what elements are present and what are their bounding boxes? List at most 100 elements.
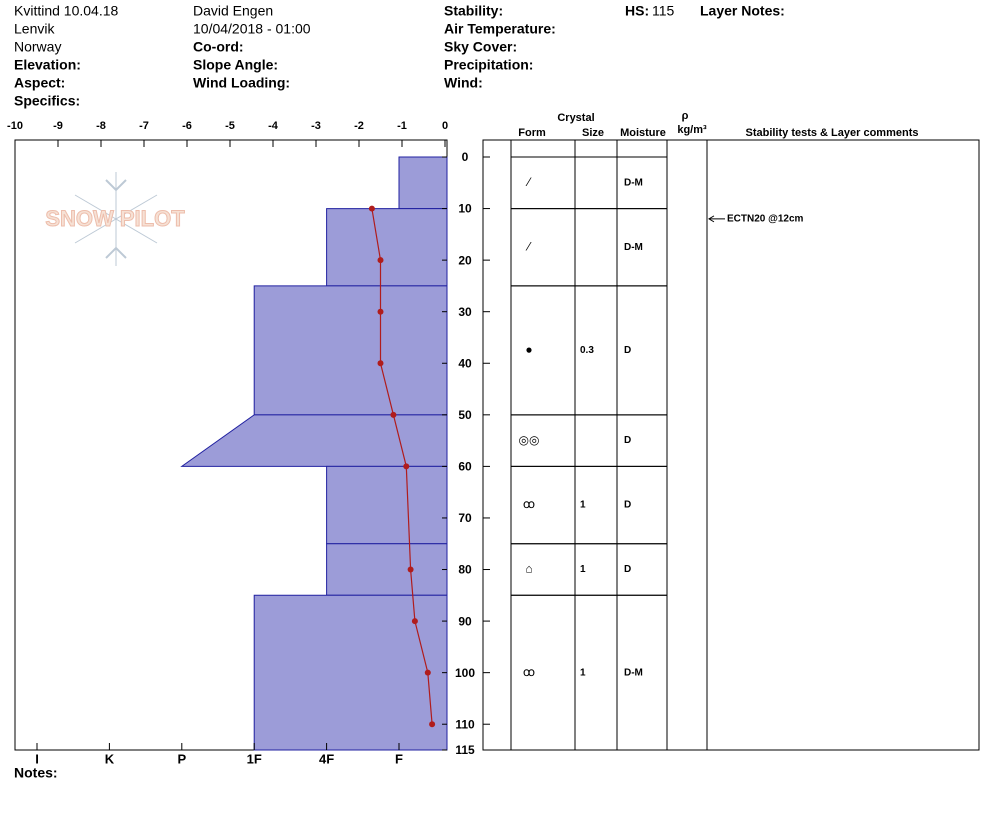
logo-text: SNOW PILOT: [45, 206, 185, 231]
sky-cover: Sky Cover:: [444, 39, 517, 55]
hardness-layer: [326, 208, 448, 287]
crystal-form: ⁄: [525, 175, 532, 189]
crystal-size: 1: [580, 500, 586, 511]
y-tick-label: 110: [455, 717, 475, 731]
crystal-form: ⁄: [525, 239, 532, 253]
y-tick-label: 40: [458, 356, 472, 370]
layer-notes: Layer Notes:: [700, 3, 785, 19]
crystal-size: 1: [580, 667, 586, 678]
table-columns: [510, 140, 708, 750]
comment-text: ECTN20 @12cm: [727, 214, 804, 225]
crystal-form: ꝏ: [523, 497, 535, 511]
temperature-line: [371, 208, 433, 725]
x-tick-label: -5: [225, 120, 235, 132]
form-header: Form: [518, 127, 546, 139]
table-frame: [482, 139, 980, 751]
y-tick-label: 30: [458, 305, 472, 319]
crystal-size: 0.3: [580, 345, 594, 356]
crystal-form: ●: [525, 343, 532, 357]
y-tick-label: 10: [458, 202, 472, 216]
hardness-label: K: [105, 751, 115, 766]
temperature-point: [390, 411, 397, 418]
y-tick-label: 90: [458, 614, 472, 628]
x-tick-label: -4: [268, 120, 279, 132]
x-tick-label: -3: [311, 120, 321, 132]
precipitation: Precipitation:: [444, 57, 533, 73]
y-tick-label: 80: [458, 563, 472, 577]
x-tick-label: -8: [96, 120, 106, 132]
size-header: Size: [582, 127, 604, 139]
hs-label: HS:: [625, 3, 649, 19]
y-tick-label: 100: [455, 666, 475, 680]
moisture: D-M: [624, 242, 643, 253]
hardness-label: P: [177, 751, 186, 766]
temperature-point: [377, 360, 384, 367]
hardness-layer: [180, 414, 448, 467]
country: Norway: [14, 39, 61, 55]
x-tick-label: -10: [7, 120, 23, 132]
x-tick-label: 0: [442, 120, 448, 132]
crystal-size: 1: [580, 564, 586, 575]
density-unit: kg/m³: [677, 124, 707, 136]
moisture-header: Moisture: [620, 127, 666, 139]
hs-value: 115: [652, 3, 675, 19]
temperature-point: [377, 308, 384, 315]
wind-loading: Wind Loading:: [193, 75, 290, 91]
crystal-form: ꝏ: [523, 665, 535, 679]
temperature-point: [368, 205, 375, 212]
specifics: Specifics:: [14, 93, 80, 109]
hardness-layer: [253, 285, 448, 416]
y-tick-label: 115: [455, 743, 475, 757]
density-symbol: ρ: [682, 110, 689, 122]
hardness-layer: [326, 465, 448, 545]
moisture: D-M: [624, 177, 643, 188]
temperature-point: [424, 669, 431, 676]
y-tick-label: 50: [458, 408, 472, 422]
comments-header: Stability tests & Layer comments: [745, 127, 918, 139]
aspect: Aspect:: [14, 75, 65, 91]
hardness-layer: [326, 543, 448, 596]
moisture: D: [624, 564, 631, 575]
y-tick-label: 70: [458, 511, 472, 525]
y-tick-label: 0: [462, 150, 469, 164]
moisture: D: [624, 435, 631, 446]
x-tick-label: -2: [354, 120, 364, 132]
moisture: D-M: [624, 667, 643, 678]
notes: Notes:: [14, 765, 58, 781]
hardness-layer: [398, 156, 448, 210]
temperature-point: [377, 257, 384, 264]
air-temperature: Air Temperature:: [444, 21, 556, 37]
column-headers: Crystal Form Size Moisture ρ kg/m³ Stabi…: [518, 110, 918, 139]
location: Lenvik: [14, 21, 55, 37]
y-tick-label: 20: [458, 253, 472, 267]
elevation: Elevation:: [14, 57, 81, 73]
crystal-form: ◎◎: [519, 433, 540, 447]
datetime: 10/04/2018 - 01:00: [193, 21, 311, 37]
slope-angle: Slope Angle:: [193, 57, 278, 73]
comment-arrowhead: [708, 215, 715, 223]
header: Kvittind 10.04.18 Lenvik Norway Elevatio…: [14, 3, 785, 109]
moisture: D: [624, 500, 631, 511]
hardness-label: 1F: [247, 751, 262, 766]
moisture: D: [624, 345, 631, 356]
x-tick-label: -7: [139, 120, 149, 132]
site: Kvittind 10.04.18: [14, 3, 119, 19]
stability: Stability:: [444, 3, 503, 19]
temperature-point: [411, 618, 418, 625]
coord: Co-ord:: [193, 39, 244, 55]
temperature-point: [429, 721, 436, 728]
hardness-label: F: [395, 751, 403, 766]
wind: Wind:: [444, 75, 483, 91]
logo: SNOW PILOT: [45, 172, 186, 266]
observer: David Engen: [193, 3, 273, 19]
hardness-layer: [253, 594, 448, 751]
hardness-label: 4F: [319, 751, 334, 766]
y-tick-label: 60: [458, 460, 472, 474]
temperature-point: [403, 463, 410, 470]
x-tick-label: -1: [397, 120, 407, 132]
hardness-label: I: [35, 751, 39, 766]
crystal-header: Crystal: [557, 112, 594, 124]
temperature-point: [407, 566, 414, 573]
crystal-form: ⌂: [525, 562, 532, 576]
